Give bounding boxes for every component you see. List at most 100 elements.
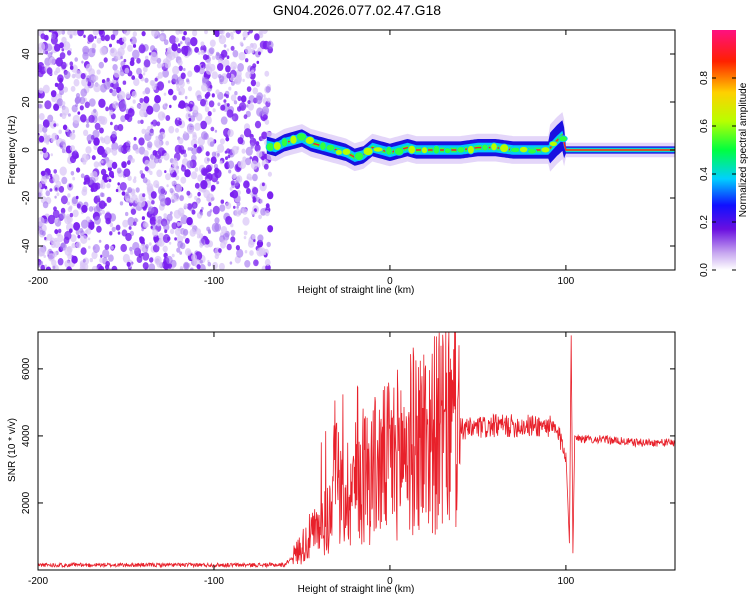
noise-point: [167, 80, 171, 84]
noise-point: [75, 229, 80, 236]
noise-point: [124, 67, 130, 74]
noise-point: [53, 169, 57, 174]
noise-point: [72, 176, 76, 181]
noise-point: [151, 119, 158, 127]
noise-point: [45, 266, 52, 270]
noise-scatter: [38, 30, 274, 270]
noise-point: [182, 132, 190, 141]
noise-point: [111, 174, 115, 179]
noise-point: [111, 130, 117, 138]
noise-point: [206, 226, 211, 232]
noise-point: [141, 128, 146, 134]
noise-point: [235, 30, 242, 35]
noise-point: [130, 158, 135, 163]
noise-point: [191, 253, 198, 262]
noise-point: [234, 91, 238, 96]
noise-point: [216, 153, 220, 157]
noise-point: [222, 59, 230, 68]
noise-point: [243, 114, 248, 120]
noise-point: [126, 261, 131, 267]
noise-point: [243, 236, 247, 240]
noise-point: [217, 143, 225, 153]
noise-point: [92, 129, 100, 139]
ridge-blob: [319, 141, 327, 151]
colorbar: 0.0 0.2 0.4 0.6 0.8 Normalized spectral ampl…: [699, 30, 749, 277]
noise-point: [56, 192, 60, 197]
noise-point: [155, 218, 162, 227]
noise-point: [80, 88, 87, 97]
ridge-blob: [393, 146, 405, 156]
noise-point: [158, 232, 164, 240]
noise-point: [214, 169, 222, 179]
noise-point: [111, 148, 118, 156]
noise-point: [215, 89, 220, 95]
noise-point: [168, 241, 172, 245]
noise-point: [123, 58, 127, 63]
noise-point: [98, 115, 106, 125]
noise-point: [169, 211, 173, 215]
ridge-blob: [289, 134, 298, 145]
noise-point: [177, 43, 181, 47]
noise-point: [62, 41, 71, 51]
noise-point: [109, 43, 112, 48]
noise-point: [80, 173, 85, 179]
noise-point: [87, 237, 91, 241]
noise-point: [86, 75, 91, 82]
noise-point: [265, 203, 270, 209]
noise-point: [142, 90, 146, 95]
noise-point: [40, 264, 46, 270]
noise-point: [162, 245, 168, 253]
noise-point: [125, 191, 129, 197]
noise-point: [149, 257, 154, 263]
noise-point: [250, 43, 254, 47]
noise-point: [140, 119, 144, 125]
noise-point: [228, 86, 232, 91]
noise-point: [256, 107, 264, 117]
noise-point: [168, 125, 175, 134]
noise-point: [257, 234, 264, 243]
noise-point: [101, 160, 104, 164]
noise-point: [44, 100, 52, 110]
noise-point: [67, 30, 72, 36]
noise-point: [255, 81, 261, 88]
noise-point: [50, 51, 53, 55]
noise-point: [208, 100, 215, 108]
noise-point: [190, 171, 198, 180]
noise-point: [223, 93, 227, 97]
noise-point: [54, 229, 59, 235]
noise-point: [261, 106, 270, 115]
noise-point: [60, 195, 68, 205]
noise-point: [83, 129, 89, 136]
noise-point: [261, 155, 265, 161]
noise-point: [129, 246, 133, 252]
noise-point: [90, 221, 95, 226]
noise-point: [121, 36, 127, 43]
noise-point: [193, 64, 201, 73]
noise-point: [149, 214, 156, 222]
noise-point: [156, 62, 162, 69]
noise-point: [250, 142, 255, 148]
noise-point: [194, 46, 200, 53]
noise-point: [108, 254, 114, 262]
x-tick-label: -100: [204, 576, 224, 587]
noise-point: [210, 126, 215, 132]
noise-point: [115, 224, 121, 231]
noise-point: [62, 144, 66, 149]
noise-point: [142, 262, 149, 270]
ridge-blob: [304, 136, 315, 145]
noise-point: [234, 209, 242, 217]
noise-point: [150, 124, 154, 128]
noise-point: [127, 175, 132, 181]
noise-point: [248, 30, 253, 34]
noise-point: [82, 52, 89, 60]
noise-point: [212, 261, 219, 270]
noise-point: [237, 63, 245, 72]
noise-point: [92, 30, 100, 36]
noise-point: [183, 67, 186, 72]
noise-point: [88, 114, 95, 123]
noise-point: [242, 216, 250, 226]
noise-point: [211, 55, 216, 60]
noise-point: [106, 183, 111, 189]
noise-point: [250, 79, 257, 87]
noise-point: [180, 212, 184, 218]
